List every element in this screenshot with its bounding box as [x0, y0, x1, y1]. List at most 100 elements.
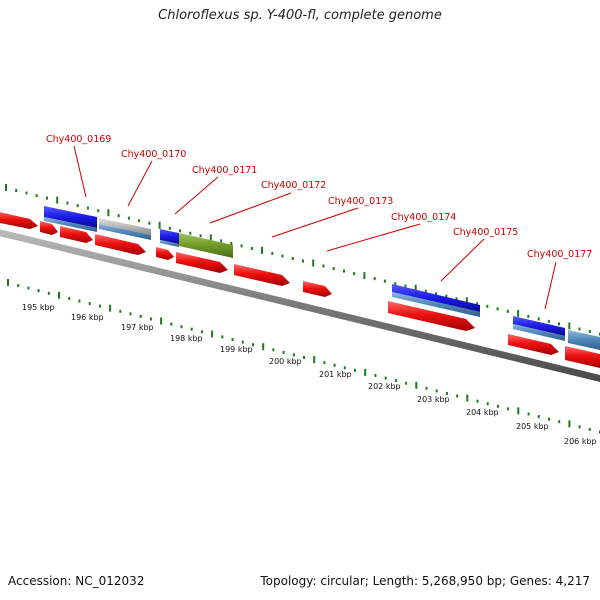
major-tick — [517, 407, 520, 415]
minor-tick — [78, 299, 81, 303]
feature-steel-0169 — [44, 217, 97, 232]
minor-tick — [384, 376, 387, 380]
minor-tick — [332, 267, 335, 271]
minor-tick — [25, 191, 28, 195]
minor-tick — [323, 361, 326, 365]
label-leaders — [73, 145, 557, 310]
minor-tick — [292, 353, 295, 357]
major-tick — [466, 394, 469, 402]
minor-tick — [179, 229, 182, 233]
cds-arrow — [388, 301, 475, 331]
cds-arrow — [95, 234, 146, 255]
minor-tick — [200, 330, 203, 334]
minor-tick — [435, 389, 438, 393]
cds-arrow — [565, 346, 600, 368]
minor-tick — [456, 394, 459, 398]
genome-summary-text: Topology: circular; Length: 5,268,950 bp… — [260, 574, 590, 588]
minor-tick — [445, 294, 448, 298]
feature-blue-0169 — [44, 206, 97, 228]
major-tick — [160, 317, 163, 325]
genome-backbone — [0, 229, 600, 382]
minor-tick — [88, 302, 91, 306]
feature-blue-0177 — [513, 316, 565, 336]
minor-tick — [47, 291, 50, 295]
minor-tick — [353, 272, 356, 276]
minor-tick — [148, 221, 151, 225]
major-tick — [414, 284, 417, 292]
minor-tick — [506, 309, 509, 313]
minor-tick — [354, 368, 356, 372]
cds-arrow — [60, 226, 93, 243]
minor-tick — [230, 241, 233, 245]
scale-label: 202 kbp — [368, 382, 401, 391]
major-tick — [517, 309, 520, 317]
minor-tick — [578, 327, 581, 331]
minor-tick — [68, 296, 71, 300]
minor-tick — [119, 309, 122, 313]
cds-arrow — [303, 281, 332, 297]
cds-arrow — [156, 247, 174, 260]
minor-tick — [558, 322, 560, 326]
scale-label: 204 kbp — [466, 408, 499, 417]
gene-label: Chy400_0174 — [391, 212, 456, 223]
leader-line — [209, 192, 292, 224]
minor-tick — [373, 277, 376, 281]
leader-line — [73, 145, 87, 198]
feature-steel-0170 — [99, 224, 151, 240]
minor-tick — [281, 254, 284, 258]
major-tick — [313, 356, 316, 364]
minor-tick — [548, 417, 550, 421]
feature-steel-0177 — [513, 324, 565, 341]
gene-label: Chy400_0169 — [46, 134, 111, 145]
gene-label: Chy400_0173 — [328, 196, 393, 207]
minor-tick — [231, 338, 234, 341]
minor-tick — [46, 196, 48, 200]
minor-tick — [291, 257, 294, 260]
minor-tick — [547, 319, 550, 323]
scale-label: 200 kbp — [269, 357, 302, 366]
major-tick — [363, 272, 366, 280]
minor-tick — [588, 330, 591, 333]
scale-label: 199 kbp — [220, 345, 253, 354]
minor-tick — [424, 289, 427, 293]
major-tick — [7, 279, 9, 286]
gene-label: Chy400_0172 — [261, 180, 326, 191]
feature-blue-0171 — [160, 229, 179, 244]
upper-features — [44, 206, 600, 350]
minor-tick — [486, 402, 489, 406]
minor-tick — [250, 246, 253, 250]
minor-tick — [27, 286, 30, 290]
major-tick — [261, 246, 263, 254]
minor-tick — [496, 404, 499, 408]
major-tick — [211, 330, 214, 338]
minor-tick — [76, 204, 79, 208]
minor-tick — [37, 289, 40, 293]
accession-text: Accession: NC_012032 — [8, 574, 145, 588]
cds-arrows — [0, 212, 600, 368]
minor-tick — [149, 317, 152, 321]
minor-tick — [558, 420, 561, 424]
scale-labels: 195 kbp 196 kbp 197 kbp 198 kbp 199 kbp … — [22, 303, 597, 446]
major-tick — [568, 420, 571, 428]
minor-tick — [271, 251, 274, 255]
minor-tick — [282, 350, 285, 354]
gene-label: Chy400_0175 — [453, 227, 518, 238]
scale-label: 196 kbp — [71, 313, 104, 322]
major-tick — [312, 259, 315, 267]
inner-tick-track — [7, 279, 600, 434]
major-tick — [58, 291, 60, 299]
minor-tick — [537, 415, 540, 419]
scale-label: 201 kbp — [319, 370, 352, 379]
minor-tick — [322, 264, 325, 268]
minor-tick — [496, 307, 499, 311]
minor-tick — [588, 427, 591, 431]
minor-tick — [240, 244, 243, 248]
cds-arrow — [176, 252, 228, 273]
minor-tick — [189, 231, 192, 235]
minor-tick — [527, 314, 530, 318]
major-tick — [364, 368, 367, 376]
minor-tick — [303, 356, 305, 359]
scale-label: 206 kbp — [564, 437, 597, 446]
leader-line — [326, 223, 421, 252]
